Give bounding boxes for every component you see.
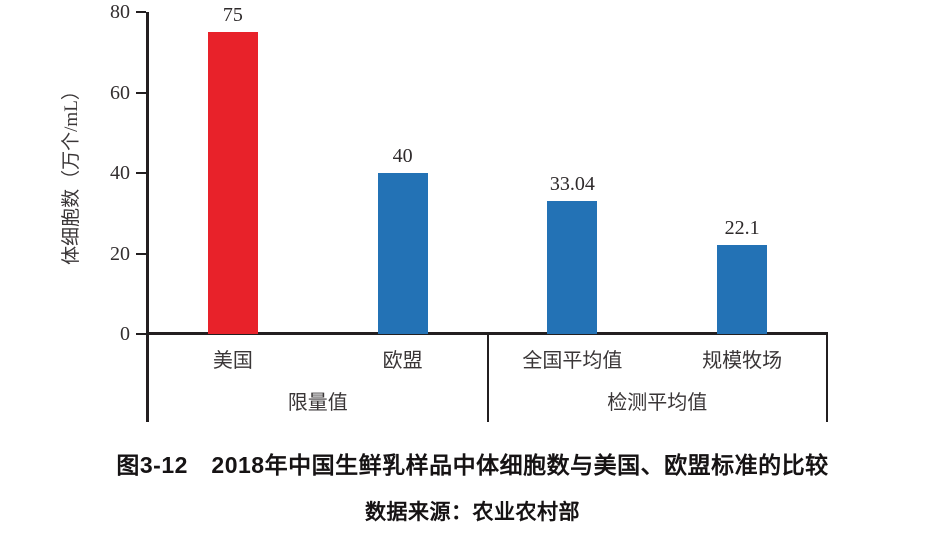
y-axis-line xyxy=(146,12,149,422)
y-tick-label: 80 xyxy=(110,1,130,23)
group-bracket-line xyxy=(826,333,828,422)
bar-value-eu: 40 xyxy=(392,145,413,167)
bar-scale-farm xyxy=(717,245,768,334)
figure-source-note: 数据来源：农业农村部 xyxy=(365,501,580,524)
group-label-detected-average: 检测平均值 xyxy=(607,392,708,414)
group-label-limit-value: 限量值 xyxy=(287,392,348,414)
y-tick-mark xyxy=(136,172,146,174)
bar-value-national-average: 33.04 xyxy=(549,173,595,195)
y-tick-label: 20 xyxy=(110,242,130,265)
group-bracket-line xyxy=(486,333,489,422)
bar-value-scale-farm: 22.1 xyxy=(724,217,760,240)
y-tick-mark xyxy=(136,252,146,255)
bar-national-average xyxy=(547,201,598,334)
y-tick-mark xyxy=(136,333,146,335)
y-tick-label: 40 xyxy=(110,162,130,184)
y-tick-label: 60 xyxy=(110,81,130,104)
x-category-eu: 欧盟 xyxy=(382,350,423,372)
bar-value-usa: 75 xyxy=(222,4,243,27)
y-tick-label: 0 xyxy=(120,323,130,345)
x-category-national-average: 全国平均值 xyxy=(522,350,623,372)
y-tick-mark xyxy=(136,91,146,94)
bar-eu xyxy=(377,173,428,334)
x-category-scale-farm: 规模牧场 xyxy=(702,350,783,372)
x-category-usa: 美国 xyxy=(212,350,253,372)
figure-caption: 图3-12 2018年中国生鲜乳样品中体细胞数与美国、欧盟标准的比较 xyxy=(116,452,829,478)
bar-usa xyxy=(207,32,258,334)
y-tick-mark xyxy=(136,11,146,13)
